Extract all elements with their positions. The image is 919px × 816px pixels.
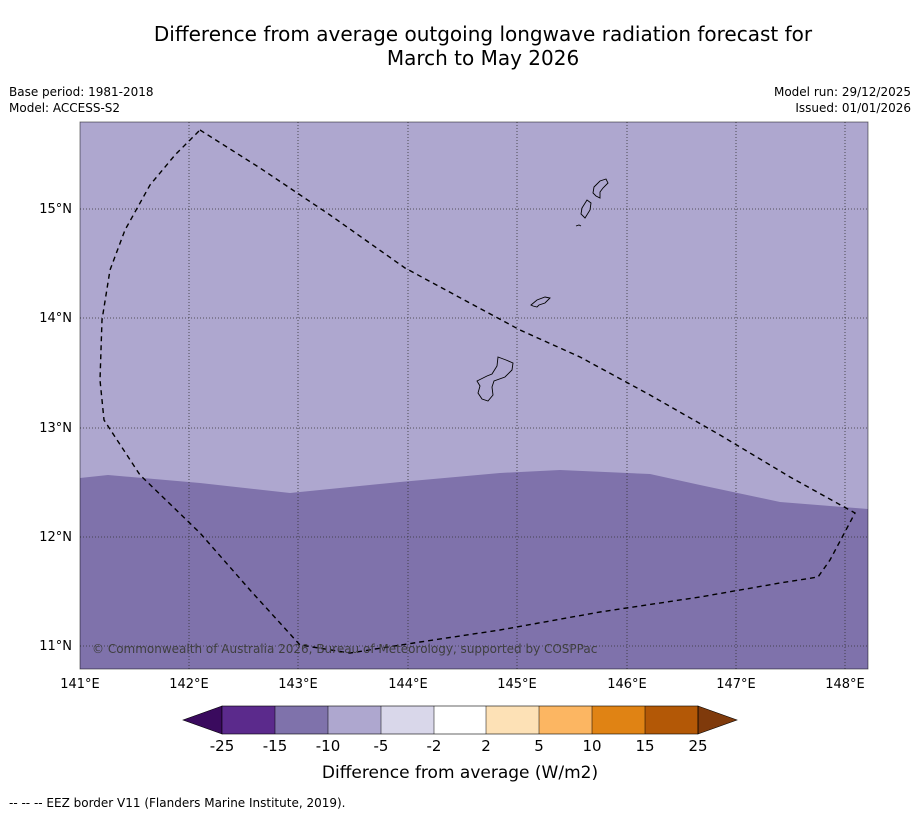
meta-right: Model run: 29/12/2025 Issued: 01/01/2026	[774, 84, 911, 116]
eez-border	[99, 129, 856, 654]
map-frame	[79, 121, 869, 670]
title-line-2: March to May 2026	[386, 46, 580, 70]
colorbar-swatch	[645, 706, 698, 734]
colorbar-tick: 5	[534, 737, 544, 755]
lon-label: 144°E	[388, 677, 428, 692]
map-area[interactable]: © Commonwealth of Australia 2026, Bureau…	[79, 121, 869, 670]
gridlines	[80, 122, 868, 669]
colorbar-tick: -15	[263, 737, 288, 755]
colorbar: -25 -15 -10 -5 -2 2 5 10 15 25 Differenc…	[182, 705, 738, 783]
island-guam	[476, 356, 514, 402]
lon-label: 147°E	[716, 677, 756, 692]
lon-label: 143°E	[278, 677, 318, 692]
colorbar-swatch	[222, 706, 275, 734]
copyright-text: © Commonwealth of Australia 2026, Bureau…	[92, 642, 597, 656]
lon-label: 141°E	[60, 677, 100, 692]
region-south-fill	[80, 470, 868, 669]
colorbar-tick: 15	[635, 737, 654, 755]
colorbar-label: Difference from average (W/m2)	[322, 763, 598, 783]
lat-label: 15°N	[39, 202, 72, 217]
island-rota	[530, 296, 551, 308]
title-line-1: Difference from average outgoing longwav…	[153, 22, 813, 46]
colorbar-max-extend	[697, 705, 738, 735]
colorbar-swatch	[434, 706, 486, 734]
colorbar-swatch	[486, 706, 539, 734]
colorbar-frame	[221, 705, 699, 735]
lon-label: 145°E	[497, 677, 537, 692]
colorbar-tick: -5	[374, 737, 389, 755]
islands	[476, 178, 609, 402]
colorbar-min-extend	[182, 705, 223, 735]
island-saipan	[592, 178, 609, 199]
meta-left: Base period: 1981-2018 Model: ACCESS-S2	[9, 84, 154, 116]
lat-label: 14°N	[39, 311, 72, 326]
colorbar-tick: -10	[316, 737, 341, 755]
colorbar-tick: 2	[481, 737, 491, 755]
issued-date: Issued: 01/01/2026	[795, 101, 911, 115]
lat-label: 13°N	[39, 421, 72, 436]
colorbar-tick: -25	[210, 737, 235, 755]
colorbar-tick: -2	[427, 737, 442, 755]
colorbar-tick: 10	[582, 737, 601, 755]
chart-title: Difference from average outgoing longwav…	[0, 22, 919, 70]
island-tinian	[580, 199, 592, 219]
model-run: Model run: 29/12/2025	[773, 85, 911, 99]
colorbar-swatch	[328, 706, 381, 734]
colorbar-swatch	[539, 706, 592, 734]
lat-label: 12°N	[39, 530, 72, 545]
model-name: Model: ACCESS-S2	[9, 101, 121, 115]
lon-label: 148°E	[825, 677, 865, 692]
eez-footnote: -- -- -- EEZ border V11 (Flanders Marine…	[9, 796, 346, 810]
colorbar-swatch	[275, 706, 328, 734]
lon-label: 146°E	[607, 677, 647, 692]
colorbar-swatch	[592, 706, 645, 734]
base-period: Base period: 1981-2018	[9, 85, 154, 99]
lon-label: 142°E	[169, 677, 209, 692]
lat-axis-labels: 15°N 14°N 13°N 12°N 11°N	[39, 202, 72, 654]
colorbar-swatch	[381, 706, 434, 734]
island-aguijan	[575, 224, 582, 227]
lon-axis-labels: 141°E 142°E 143°E 144°E 145°E 146°E 147°…	[60, 677, 865, 692]
lat-label: 11°N	[39, 639, 72, 654]
colorbar-tick: 25	[688, 737, 707, 755]
